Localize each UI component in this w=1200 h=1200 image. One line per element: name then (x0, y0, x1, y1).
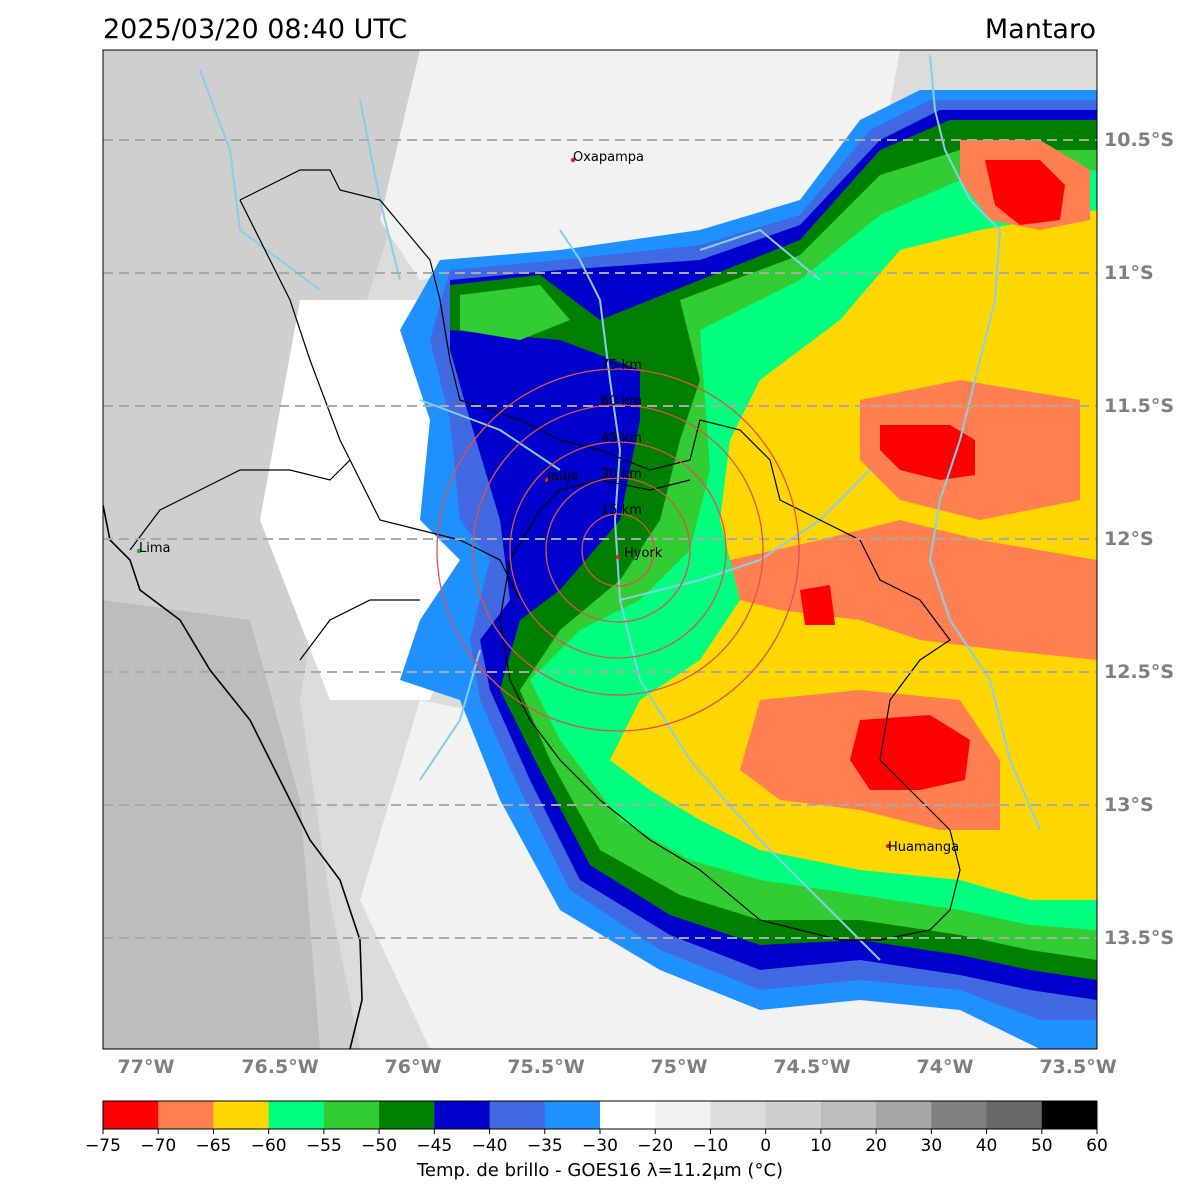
ring-45km (509, 441, 727, 659)
map-content: 15 km 30 km 45 km 60 km 75 km Oxapampa J… (103, 50, 1097, 1049)
lon-label-76-5: 76.5°W (241, 1056, 318, 1078)
colorbar-tick-label: −45 (416, 1136, 452, 1156)
coastline (103, 504, 363, 1049)
lon-label-75-5: 75.5°W (507, 1056, 584, 1078)
basin-boundaries (129, 169, 961, 941)
place-marker-huamanga (885, 843, 891, 849)
ring-30km (545, 477, 691, 623)
region-title: Mantaro (984, 14, 1096, 45)
colorbar-segment (268, 1101, 325, 1129)
colorbar (102, 1100, 1098, 1130)
colorbar-segment (103, 1101, 159, 1129)
lon-label-74: 74°W (917, 1056, 974, 1078)
cloud-band-minus70 (730, 140, 1097, 830)
colorbar-tick-label: −60 (251, 1136, 287, 1156)
lat-label-10-5: 10.5°S (1104, 129, 1174, 151)
colorbar-tick-label: −10 (692, 1136, 728, 1156)
lat-label-12: 12°S (1104, 528, 1154, 550)
place-label-jauja: Jauja (546, 469, 579, 484)
colorbar-segment (158, 1101, 214, 1129)
colorbar-tick-label: −75 (85, 1136, 121, 1156)
colorbar-tick-label: −70 (140, 1136, 176, 1156)
colorbar-ticks: −75 −70 −65 −60 −55 −50 −45 −40 −35 −30 −20 −10 0 10 2… (85, 1129, 1108, 1156)
colorbar-segment (213, 1101, 270, 1129)
place-marker-jauja (544, 477, 550, 483)
lat-label-13-5: 13.5°S (1104, 927, 1174, 949)
place-label-oxapampa: Oxapampa (573, 150, 644, 165)
colorbar-segment (1041, 1101, 1098, 1129)
place-label-lima: Lima (139, 541, 170, 556)
lon-label-77: 77°W (118, 1056, 175, 1078)
ring-15km (581, 513, 655, 587)
colorbar-tick-label: −40 (472, 1136, 508, 1156)
colorbar-segment (655, 1101, 711, 1129)
colorbar-segment (876, 1101, 932, 1129)
lat-label-12-5: 12.5°S (1104, 661, 1174, 683)
colorbar-segment (986, 1101, 1043, 1129)
colorbar-segment (379, 1101, 435, 1129)
ring-label-15km: 15 km (601, 503, 642, 518)
colorbar-title: Temp. de brillo - GOES16 λ=11.2μm (°C) (416, 1160, 784, 1181)
ring-label-30km: 30 km (601, 467, 642, 482)
lon-label-73-5: 73.5°W (1039, 1056, 1116, 1078)
datetime-title: 2025/03/20 08:40 UTC (103, 14, 408, 45)
lon-label-74-5: 74.5°W (773, 1056, 850, 1078)
ring-75km (436, 368, 800, 732)
place-label-huamanga: Huamanga (888, 840, 959, 855)
cloud-core-minus75 (800, 160, 1065, 790)
colorbar-tick-label: −35 (527, 1136, 563, 1156)
colorbar-segment (323, 1101, 380, 1129)
colorbar-tick-label: 50 (1031, 1136, 1053, 1156)
lat-label-13: 13°S (1104, 794, 1154, 816)
colorbar-tick-label: −20 (637, 1136, 673, 1156)
place-label-hyork: Hyork (624, 546, 663, 561)
map-frame (102, 49, 1098, 1050)
colorbar-tick-label: 0 (760, 1136, 771, 1156)
colorbar-tick-label: 20 (865, 1136, 887, 1156)
place-marker-oxapampa (570, 157, 576, 163)
gray-terrain-southwest (103, 600, 320, 1049)
colorbar-segment (600, 1101, 656, 1129)
colorbar-segment (931, 1101, 988, 1129)
lat-label-11: 11°S (1104, 262, 1154, 284)
colorbar-tick-label: −65 (195, 1136, 231, 1156)
place-marker-lima (136, 548, 142, 554)
ring-label-45km: 45 km (601, 431, 642, 446)
colorbar-tick-label: 30 (921, 1136, 943, 1156)
colorbar-segment (820, 1101, 877, 1129)
colorbar-tick-label: −55 (306, 1136, 342, 1156)
white-cloud-south (360, 700, 1097, 1049)
colorbar-segment (489, 1101, 546, 1129)
lon-label-75: 75°W (651, 1056, 708, 1078)
colorbar-tick-label: −50 (361, 1136, 397, 1156)
ring-label-75km: 75 km (601, 358, 642, 373)
ring-60km (472, 404, 764, 696)
colorbar-tick-label: 40 (976, 1136, 998, 1156)
lon-label-76: 76°W (385, 1056, 442, 1078)
lat-label-11-5: 11.5°S (1104, 395, 1174, 417)
ring-label-60km: 60 km (601, 394, 642, 409)
colorbar-segment (434, 1101, 491, 1129)
colorbar-tick-label: 60 (1086, 1136, 1108, 1156)
range-rings (436, 368, 800, 732)
colorbar-segment (544, 1101, 601, 1129)
colorbar-tick-label: −30 (582, 1136, 618, 1156)
place-marker-hyork (615, 554, 621, 560)
colorbar-tick-label: 10 (810, 1136, 832, 1156)
colorbar-segment (710, 1101, 767, 1129)
colorbar-segment (765, 1101, 822, 1129)
